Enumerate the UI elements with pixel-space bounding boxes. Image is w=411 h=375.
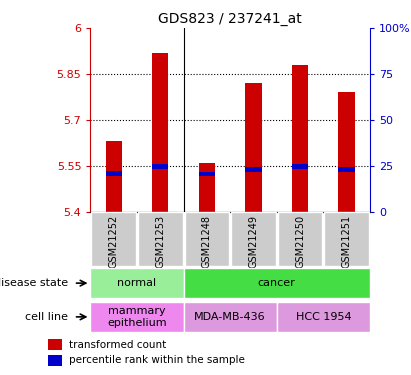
Bar xyxy=(48,355,62,366)
Text: GSM21253: GSM21253 xyxy=(155,214,165,268)
Bar xyxy=(185,212,229,266)
Text: normal: normal xyxy=(118,278,157,288)
Bar xyxy=(152,53,169,212)
Text: HCC 1954: HCC 1954 xyxy=(296,312,351,322)
Bar xyxy=(91,212,136,266)
Text: GSM21248: GSM21248 xyxy=(202,214,212,268)
Text: MDA-MB-436: MDA-MB-436 xyxy=(194,312,266,322)
Bar xyxy=(48,339,62,350)
Bar xyxy=(245,83,262,212)
Text: GSM21249: GSM21249 xyxy=(249,214,259,268)
Bar xyxy=(292,65,308,212)
Bar xyxy=(338,93,355,212)
Text: cell line: cell line xyxy=(25,312,68,322)
Bar xyxy=(338,168,355,172)
Text: transformed count: transformed count xyxy=(69,339,166,350)
Text: mammary
epithelium: mammary epithelium xyxy=(107,306,167,328)
Bar xyxy=(184,302,277,332)
Bar xyxy=(106,171,122,176)
Bar xyxy=(278,212,322,266)
Text: GSM21252: GSM21252 xyxy=(109,214,119,268)
Text: percentile rank within the sample: percentile rank within the sample xyxy=(69,356,245,366)
Bar xyxy=(231,212,276,266)
Text: GSM21250: GSM21250 xyxy=(295,214,305,268)
Text: cancer: cancer xyxy=(258,278,296,288)
Bar xyxy=(90,302,184,332)
Bar xyxy=(292,164,308,169)
Bar xyxy=(184,268,370,298)
Bar xyxy=(199,172,215,176)
Bar xyxy=(245,168,262,172)
Title: GDS823 / 237241_at: GDS823 / 237241_at xyxy=(158,12,302,26)
Text: GSM21251: GSM21251 xyxy=(342,214,351,268)
Bar xyxy=(199,163,215,212)
Bar xyxy=(152,164,169,169)
Bar xyxy=(277,302,370,332)
Text: disease state: disease state xyxy=(0,278,68,288)
Bar xyxy=(138,212,182,266)
Bar xyxy=(324,212,369,266)
Bar xyxy=(106,141,122,212)
Bar xyxy=(90,268,184,298)
